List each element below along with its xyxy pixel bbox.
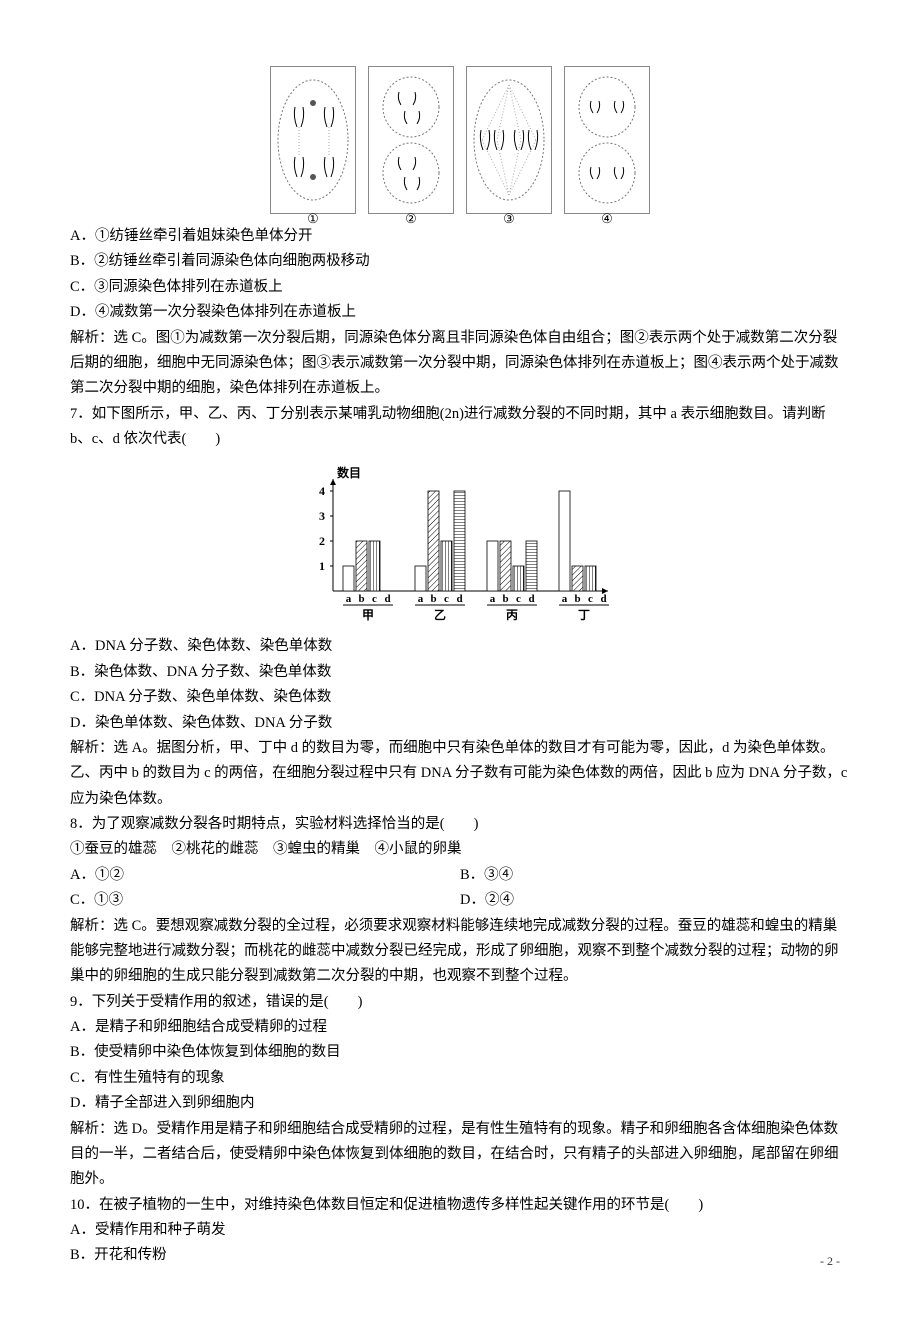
cell-label-4: ④	[565, 208, 649, 231]
q6-opt-c: C．③同源染色体排列在赤道板上	[70, 275, 850, 300]
q9-stem: 9．下列关于受精作用的叙述，错误的是( )	[70, 990, 850, 1015]
q9-opt-c: C．有性生殖特有的现象	[70, 1066, 850, 1091]
svg-text:c: c	[444, 593, 449, 605]
svg-text:丁: 丁	[578, 608, 590, 622]
svg-text:c: c	[588, 593, 593, 605]
q8-list: ①蚕豆的雄蕊 ②桃花的雌蕊 ③蝗虫的精巢 ④小鼠的卵巢	[70, 837, 850, 862]
svg-text:b: b	[358, 593, 364, 605]
svg-text:b: b	[574, 593, 580, 605]
q8-explanation: 解析：选 C。要想观察减数分裂的全过程，必须要求观察材料能够连续地完成减数分裂的…	[70, 914, 850, 990]
svg-text:d: d	[456, 593, 462, 605]
q8-stem: 8．为了观察减数分裂各时期特点，实验材料选择恰当的是( )	[70, 812, 850, 837]
q9-explanation: 解析：选 D。受精作用是精子和卵细胞结合成受精卵的过程，是有性生殖特有的现象。精…	[70, 1117, 850, 1193]
q7-stem: 7．如下图所示，甲、乙、丙、丁分别表示某哺乳动物细胞(2n)进行减数分裂的不同时…	[70, 402, 850, 453]
svg-text:a: a	[418, 593, 424, 605]
q9-opt-b: B．使受精卵中染色体恢复到体细胞的数目	[70, 1040, 850, 1065]
cell-box-3: ③	[466, 66, 552, 214]
q8-opt-b: B．③④	[460, 863, 850, 888]
q8-opt-c: C．①③	[70, 888, 460, 913]
cell-box-2: ②	[368, 66, 454, 214]
q7-opt-c: C．DNA 分子数、染色单体数、染色体数	[70, 685, 850, 710]
svg-text:a: a	[562, 593, 568, 605]
q10-stem: 10．在被子植物的一生中，对维持染色体数目恒定和促进植物遗传多样性起关键作用的环…	[70, 1193, 850, 1218]
q8-opt-d: D．②④	[460, 888, 850, 913]
q6-opt-d: D．④减数第一次分裂染色体排列在赤道板上	[70, 300, 850, 325]
q6-opt-a: A．①纺锤丝牵引着姐妹染色单体分开	[70, 224, 850, 249]
q6-explanation: 解析：选 C。图①为减数第一次分裂后期，同源染色体分离且非同源染色体自由组合；图…	[70, 326, 850, 402]
svg-text:d: d	[528, 593, 534, 605]
bar-chart-meiosis: 数目1234abcd甲abcd乙abcd丙abcd丁细胞时期	[70, 456, 850, 626]
q7-opt-b: B．染色体数、DNA 分子数、染色单体数	[70, 660, 850, 685]
q8-opt-a: A．①②	[70, 863, 460, 888]
q10-opt-b: B．开花和传粉	[70, 1243, 850, 1268]
cell-label-3: ③	[467, 208, 551, 231]
figure-cell-division: ① ② ③	[70, 66, 850, 214]
svg-text:d: d	[600, 593, 606, 605]
q9-opt-d: D．精子全部进入到卵细胞内	[70, 1091, 850, 1116]
cell-label-1: ①	[271, 208, 355, 231]
q9-opt-a: A．是精子和卵细胞结合成受精卵的过程	[70, 1015, 850, 1040]
svg-text:2: 2	[319, 534, 325, 548]
svg-text:b: b	[502, 593, 508, 605]
page-number: - 2 -	[820, 1251, 840, 1272]
svg-text:甲: 甲	[362, 608, 374, 622]
q7-explanation: 解析：选 A。据图分析，甲、丁中 d 的数目为零，而细胞中只有染色单体的数目才有…	[70, 736, 850, 812]
cell-box-4: ④	[564, 66, 650, 214]
cell-box-1: ①	[270, 66, 356, 214]
svg-text:d: d	[384, 593, 390, 605]
svg-text:3: 3	[319, 509, 325, 523]
q7-opt-d: D．染色单体数、染色体数、DNA 分子数	[70, 711, 850, 736]
cell-label-2: ②	[369, 208, 453, 231]
svg-text:a: a	[490, 593, 496, 605]
q7-opt-a: A．DNA 分子数、染色体数、染色单体数	[70, 634, 850, 659]
q10-opt-a: A．受精作用和种子萌发	[70, 1218, 850, 1243]
svg-text:1: 1	[319, 559, 325, 573]
svg-text:c: c	[516, 593, 521, 605]
svg-text:乙: 乙	[434, 608, 446, 622]
svg-text:数目: 数目	[337, 465, 361, 480]
svg-text:a: a	[346, 593, 352, 605]
svg-text:丙: 丙	[506, 608, 518, 622]
svg-text:b: b	[430, 593, 436, 605]
q8-options: A．①② C．①③ B．③④ D．②④	[70, 863, 850, 914]
svg-text:4: 4	[319, 484, 325, 498]
q6-opt-b: B．②纺锤丝牵引着同源染色体向细胞两极移动	[70, 249, 850, 274]
svg-text:c: c	[372, 593, 377, 605]
